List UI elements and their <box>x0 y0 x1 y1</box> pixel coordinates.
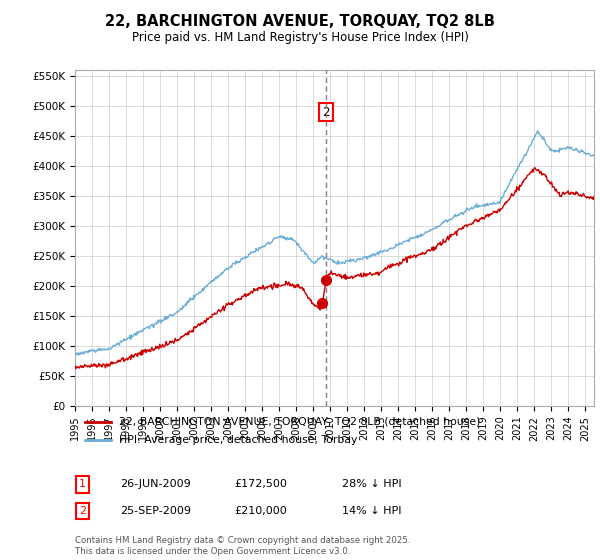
Text: 1: 1 <box>79 479 86 489</box>
Text: HPI: Average price, detached house, Torbay: HPI: Average price, detached house, Torb… <box>119 435 358 445</box>
Text: 2: 2 <box>322 105 330 119</box>
Text: Price paid vs. HM Land Registry's House Price Index (HPI): Price paid vs. HM Land Registry's House … <box>131 31 469 44</box>
Text: £172,500: £172,500 <box>234 479 287 489</box>
Text: 2: 2 <box>79 506 86 516</box>
Text: £210,000: £210,000 <box>234 506 287 516</box>
Text: 14% ↓ HPI: 14% ↓ HPI <box>342 506 401 516</box>
Text: Contains HM Land Registry data © Crown copyright and database right 2025.
This d: Contains HM Land Registry data © Crown c… <box>75 536 410 556</box>
Text: 25-SEP-2009: 25-SEP-2009 <box>120 506 191 516</box>
Text: 28% ↓ HPI: 28% ↓ HPI <box>342 479 401 489</box>
Text: 26-JUN-2009: 26-JUN-2009 <box>120 479 191 489</box>
Text: 22, BARCHINGTON AVENUE, TORQUAY, TQ2 8LB: 22, BARCHINGTON AVENUE, TORQUAY, TQ2 8LB <box>105 14 495 29</box>
Text: 22, BARCHINGTON AVENUE, TORQUAY, TQ2 8LB (detached house): 22, BARCHINGTON AVENUE, TORQUAY, TQ2 8LB… <box>119 417 481 427</box>
